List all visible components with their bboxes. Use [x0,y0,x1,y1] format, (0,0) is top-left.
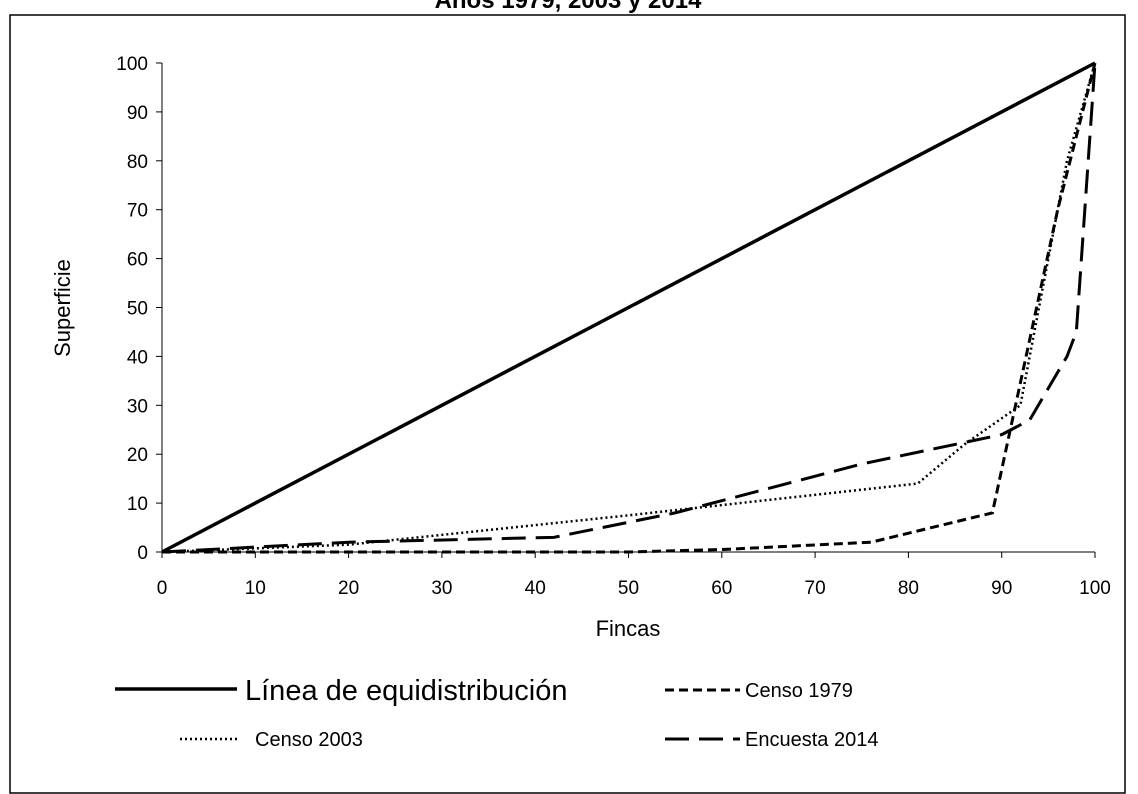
x-tick-label: 70 [805,578,826,599]
y-tick-label: 70 [127,201,148,222]
y-tick-label: 10 [127,494,148,515]
series-line [161,62,1097,554]
x-tick-label: 80 [898,578,919,599]
series-line [161,61,1096,554]
x-tick-label: 30 [431,578,452,599]
legend-label: Censo 2003 [255,729,363,751]
y-tick-label: 20 [127,445,148,466]
y-tick-label: 90 [127,103,148,124]
legend-label: Línea de equidistribución [245,675,567,707]
x-tick-label: 60 [711,578,732,599]
y-tick-label: 0 [137,543,148,564]
y-tick-label: 40 [127,347,148,368]
y-tick-label: 30 [127,396,148,417]
x-axis-label: Fincas [596,616,661,641]
x-tick-label: 100 [1079,578,1111,599]
series-line [161,62,1097,554]
legend-label: Censo 1979 [745,680,853,702]
x-tick-label: 90 [991,578,1012,599]
x-tick-label: 10 [245,578,266,599]
x-tick-label: 50 [618,578,639,599]
legend-label: Encuesta 2014 [745,729,878,751]
x-tick-label: 20 [338,578,359,599]
y-tick-label: 100 [116,54,148,75]
series-line [162,62,1097,554]
chart-title: Años 1979, 2003 y 2014 [435,0,703,14]
x-tick-label: 0 [157,578,168,599]
x-tick-label: 40 [525,578,546,599]
chart-border [9,14,1126,794]
y-tick-label: 60 [127,250,148,271]
y-tick-label: 50 [127,299,148,320]
y-tick-label: 80 [127,152,148,173]
y-axis-label: Superficie [50,259,75,357]
